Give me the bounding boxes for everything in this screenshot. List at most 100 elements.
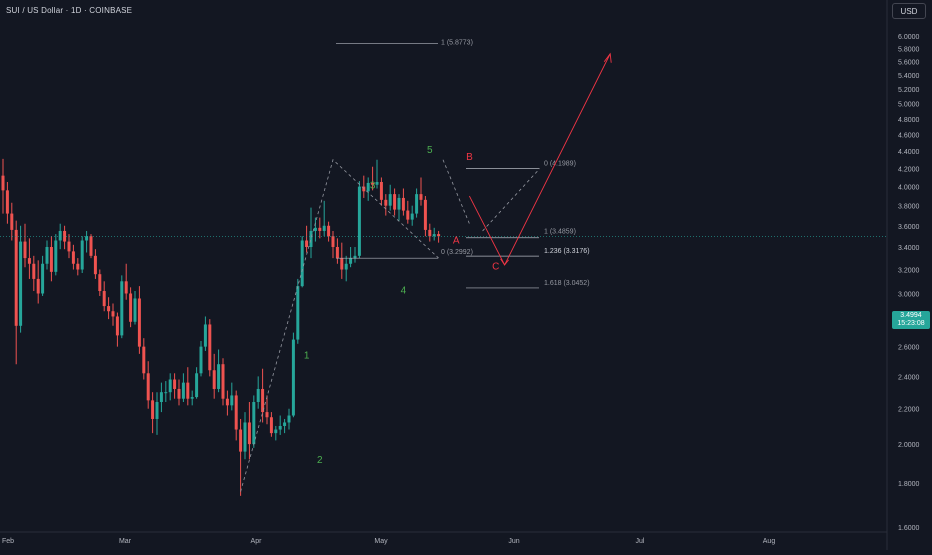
candle bbox=[230, 382, 234, 411]
candle-body bbox=[379, 182, 383, 200]
candle bbox=[239, 418, 243, 496]
candle-body bbox=[27, 258, 31, 264]
candle-body bbox=[146, 373, 150, 401]
candle bbox=[225, 390, 229, 416]
candle bbox=[133, 291, 137, 325]
candle bbox=[278, 415, 282, 435]
y-tick-label: 3.6000 bbox=[898, 224, 920, 231]
y-tick-label: 3.8000 bbox=[898, 204, 920, 211]
candle bbox=[375, 159, 379, 189]
candle-body bbox=[230, 395, 234, 406]
candle-body bbox=[54, 240, 58, 272]
candle bbox=[63, 225, 67, 250]
candle bbox=[89, 234, 93, 259]
candle-body bbox=[401, 197, 405, 211]
candle bbox=[120, 275, 124, 339]
impulse-wave-label: 2 bbox=[317, 455, 323, 466]
wave-connector-forward bbox=[482, 168, 541, 232]
candle-body bbox=[111, 311, 115, 317]
candle-body bbox=[428, 229, 432, 237]
candle-body bbox=[129, 293, 133, 322]
candle bbox=[269, 412, 273, 437]
candle-body bbox=[371, 182, 375, 185]
candle-body bbox=[269, 417, 273, 434]
candle-body bbox=[212, 370, 216, 389]
candle-body bbox=[32, 263, 36, 279]
candle-body bbox=[217, 364, 221, 389]
candle bbox=[23, 223, 27, 268]
candle-body bbox=[199, 346, 203, 374]
candle-body bbox=[89, 236, 93, 256]
candle bbox=[313, 217, 317, 242]
symbol-title[interactable]: SUI / US Dollar · 1D · COINBASE bbox=[6, 6, 133, 15]
currency-button[interactable]: USD bbox=[892, 3, 926, 19]
candle-body bbox=[115, 316, 119, 336]
x-tick-label: May bbox=[374, 538, 388, 545]
candle bbox=[322, 200, 326, 237]
candle bbox=[159, 382, 163, 413]
candle-body bbox=[322, 225, 326, 231]
candle-body bbox=[384, 199, 388, 206]
candle bbox=[173, 373, 177, 399]
candle bbox=[181, 373, 185, 403]
candle-body bbox=[287, 415, 291, 423]
candle bbox=[76, 258, 80, 276]
candle-body bbox=[190, 397, 194, 399]
candle-body bbox=[239, 429, 243, 452]
candle-body bbox=[349, 258, 353, 264]
candle bbox=[234, 390, 238, 441]
candle bbox=[146, 361, 150, 409]
corrective-wave-label: A bbox=[453, 236, 460, 247]
candle-body bbox=[234, 395, 238, 430]
candle-body bbox=[247, 422, 251, 445]
x-tick-label: Jul bbox=[636, 538, 645, 545]
candle bbox=[287, 408, 291, 430]
candle bbox=[388, 184, 392, 211]
candle bbox=[300, 236, 304, 288]
candle-body bbox=[256, 388, 260, 403]
candle-body bbox=[283, 422, 287, 426]
x-tick-label: Aug bbox=[763, 538, 776, 545]
candle-body bbox=[313, 227, 317, 231]
candle bbox=[437, 230, 441, 243]
candle-body bbox=[366, 182, 370, 192]
candle-body bbox=[375, 182, 379, 185]
y-tick-label: 3.0000 bbox=[898, 291, 920, 298]
candle bbox=[129, 287, 133, 328]
candle bbox=[371, 166, 375, 191]
candle-body bbox=[181, 382, 185, 399]
candle-body bbox=[107, 306, 111, 312]
candle-body bbox=[155, 402, 159, 419]
candle bbox=[107, 297, 111, 320]
candle-body bbox=[252, 402, 256, 445]
candle-body bbox=[221, 364, 225, 399]
candle bbox=[274, 425, 278, 441]
candle-body bbox=[98, 274, 102, 292]
candle-body bbox=[5, 190, 9, 214]
candle bbox=[164, 381, 168, 403]
y-tick-label: 3.2000 bbox=[898, 268, 920, 275]
candle-body bbox=[93, 255, 97, 275]
candle bbox=[27, 238, 31, 279]
x-tick-label: Jun bbox=[508, 538, 519, 545]
y-tick-label: 4.0000 bbox=[898, 185, 920, 192]
candle bbox=[177, 379, 181, 406]
candle-body bbox=[41, 263, 45, 294]
y-tick-label: 4.6000 bbox=[898, 133, 920, 140]
impulse-wave-label: 4 bbox=[401, 285, 407, 296]
candle-body bbox=[406, 210, 410, 220]
candle bbox=[36, 260, 40, 304]
wave-connector-1-3-4 bbox=[240, 159, 439, 492]
candle-body bbox=[14, 229, 18, 326]
candle-body bbox=[137, 298, 141, 347]
candle bbox=[252, 395, 256, 448]
candle bbox=[155, 392, 159, 435]
y-tick-label: 2.0000 bbox=[898, 442, 920, 449]
candle bbox=[217, 349, 221, 393]
candle bbox=[296, 278, 300, 344]
candle bbox=[406, 200, 410, 224]
candle bbox=[428, 223, 432, 242]
candle-body bbox=[208, 324, 212, 371]
